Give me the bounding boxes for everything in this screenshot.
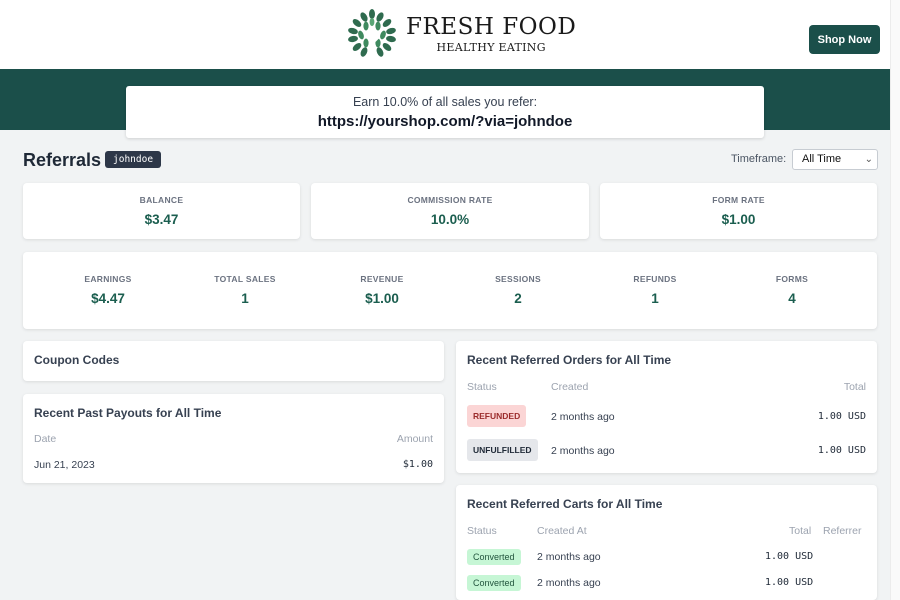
cart-created: 2 months ago <box>537 551 601 563</box>
payouts-col-amount: Amount <box>396 433 433 445</box>
metric-label: EARNINGS <box>84 274 132 284</box>
metric-value: $1.00 <box>365 291 399 306</box>
cart-total: 1.00 USD <box>765 577 814 588</box>
page-title: Referrals <box>23 150 102 170</box>
status-badge-converted: Converted <box>467 549 521 565</box>
payouts-card: Recent Past Payouts for All Time Date Am… <box>23 394 444 483</box>
metric-label: REVENUE <box>360 274 404 284</box>
metric-value: $4.47 <box>91 291 125 306</box>
form-rate-card: FORM RATE $1.00 <box>600 183 877 239</box>
page-scrollbar[interactable] <box>890 0 900 600</box>
coupon-codes-card[interactable]: Coupon Codes <box>23 341 444 381</box>
payouts-title: Recent Past Payouts for All Time <box>34 406 222 420</box>
order-created: 2 months ago <box>551 411 615 423</box>
brand-title: FRESH FOOD <box>406 13 577 40</box>
payout-date: Jun 21, 2023 <box>34 459 95 471</box>
coupon-codes-title: Coupon Codes <box>34 353 120 367</box>
carts-col-created: Created At <box>537 525 587 537</box>
orders-card: Recent Referred Orders for All Time Stat… <box>456 341 877 473</box>
carts-col-total: Total <box>789 525 812 537</box>
commission-rate-card: COMMISSION RATE 10.0% <box>311 183 589 239</box>
username-badge: johndoe <box>105 151 162 168</box>
referral-url[interactable]: https://yourshop.com/?via=johndoe <box>317 113 573 130</box>
order-total: 1.00 USD <box>817 411 866 422</box>
site-header: FRESH FOOD HEALTHY EATING Shop Now <box>0 0 890 69</box>
metric-label: FORMS <box>775 274 809 284</box>
timeframe-value: All Time <box>802 153 842 165</box>
cart-created: 2 months ago <box>537 577 601 589</box>
referral-link-box: Earn 10.0% of all sales you refer: https… <box>126 86 764 138</box>
cart-total: 1.00 USD <box>765 551 814 562</box>
orders-col-total: Total <box>843 381 866 393</box>
stat-value: 10.0% <box>430 212 470 227</box>
metric-label: SESSIONS <box>495 274 541 284</box>
metric-value: 2 <box>514 291 522 306</box>
shop-now-button[interactable]: Shop Now <box>809 25 880 54</box>
order-total: 1.00 USD <box>817 445 866 456</box>
carts-card: Recent Referred Carts for All Time Statu… <box>456 485 877 600</box>
status-badge-converted: Converted <box>467 575 521 591</box>
metric-value: 4 <box>788 291 796 306</box>
balance-card: BALANCE $3.47 <box>23 183 300 239</box>
carts-col-status: Status <box>467 525 497 537</box>
brand-logo[interactable]: FRESH FOOD HEALTHY EATING <box>346 8 576 60</box>
metric-value: 1 <box>651 291 659 306</box>
stat-label: COMMISSION RATE <box>407 195 493 205</box>
orders-col-status: Status <box>467 381 497 393</box>
stat-value: $1.00 <box>721 212 756 227</box>
payout-amount: $1.00 <box>402 459 433 470</box>
timeframe-label: Timeframe: <box>731 153 787 165</box>
referral-earn-text: Earn 10.0% of all sales you refer: <box>352 95 538 109</box>
status-badge-refunded: REFUNDED <box>467 405 527 427</box>
brand-subtitle: HEALTHY EATING <box>436 40 546 54</box>
orders-title: Recent Referred Orders for All Time <box>467 353 672 367</box>
leaf-tree-icon <box>347 9 397 59</box>
status-badge-unfulfilled: UNFULFILLED <box>467 439 538 461</box>
chevron-down-icon: ⌄ <box>864 154 873 165</box>
metrics-card: EARNINGS $4.47 TOTAL SALES 1 REVENUE $1.… <box>23 252 877 329</box>
stat-value: $3.47 <box>144 212 179 227</box>
order-created: 2 months ago <box>551 445 615 457</box>
metric-value: 1 <box>241 291 249 306</box>
carts-col-referrer: Referrer <box>823 525 862 537</box>
stat-label: FORM RATE <box>712 195 765 205</box>
carts-title: Recent Referred Carts for All Time <box>467 497 663 511</box>
orders-col-created: Created <box>551 381 589 393</box>
stat-label: BALANCE <box>139 195 184 205</box>
metric-label: REFUNDS <box>633 274 677 284</box>
page-title-row: Referrals johndoe Timeframe: All Time ⌄ <box>23 149 878 172</box>
metric-label: TOTAL SALES <box>214 274 276 284</box>
payouts-col-date: Date <box>34 433 57 445</box>
timeframe-select[interactable]: All Time ⌄ <box>792 149 878 170</box>
